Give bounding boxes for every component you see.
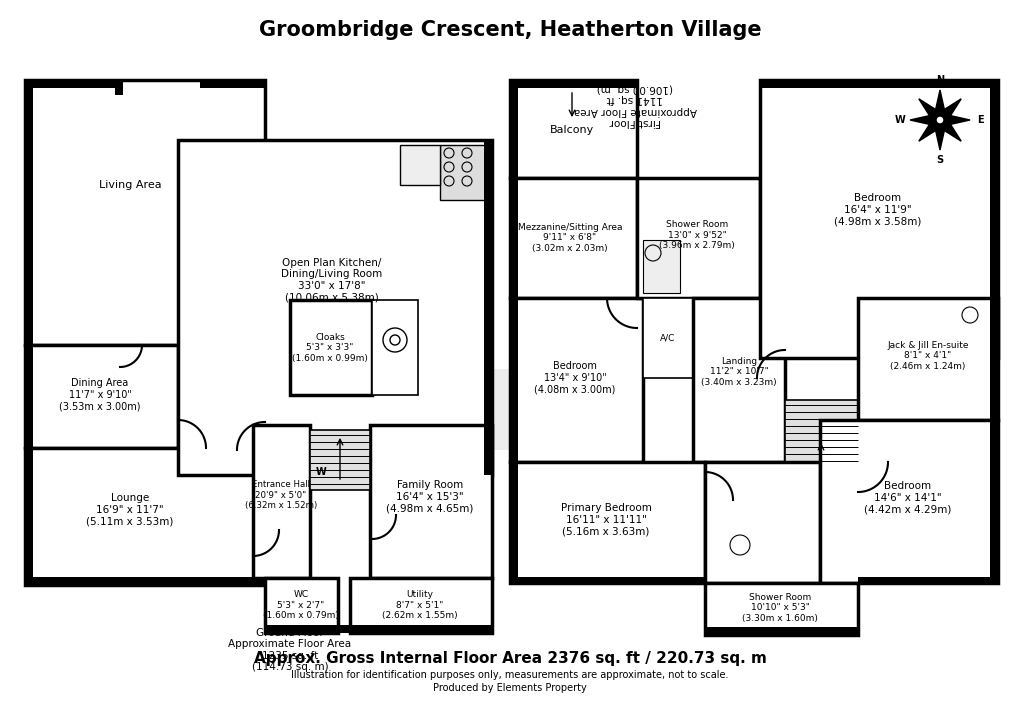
Polygon shape <box>909 90 969 150</box>
Text: Cloaks
5'3" x 3'3"
(1.60m x 0.99m): Cloaks 5'3" x 3'3" (1.60m x 0.99m) <box>291 333 368 363</box>
Text: E: E <box>976 115 982 125</box>
Bar <box>25 80 33 345</box>
Bar <box>289 300 372 395</box>
Bar <box>310 430 370 490</box>
Bar <box>25 448 265 585</box>
Text: Groombridge Crescent, Heatherton Village: Groombridge Crescent, Heatherton Village <box>259 20 760 40</box>
Text: Open Plan Kitchen/
Dining/Living Room
33'0" x 17'8"
(10.06m x 5.38m): Open Plan Kitchen/ Dining/Living Room 33… <box>281 258 382 302</box>
Bar <box>704 627 857 635</box>
Bar <box>370 425 491 578</box>
Text: Shower Room
13'0" x 9'52"
(3.96m x 2.79m): Shower Room 13'0" x 9'52" (3.96m x 2.79m… <box>658 220 734 250</box>
Bar <box>637 178 759 298</box>
Bar <box>253 425 310 578</box>
Text: Landing
11'2" x 10'7"
(3.40m x 3.23m): Landing 11'2" x 10'7" (3.40m x 3.23m) <box>700 357 776 387</box>
Bar <box>510 298 642 462</box>
Text: Ground Floor
Approximate Floor Area
1235 sq. ft
(114.73 sq. m): Ground Floor Approximate Floor Area 1235… <box>228 628 352 672</box>
Text: 3D: 3D <box>405 366 574 474</box>
Text: Balcony: Balcony <box>549 125 593 135</box>
Bar <box>510 80 518 583</box>
Bar <box>484 140 491 475</box>
Text: Dining Area
11'7" x 9'10"
(3.53m x 3.00m): Dining Area 11'7" x 9'10" (3.53m x 3.00m… <box>59 379 141 412</box>
Bar <box>178 140 491 475</box>
Bar <box>857 577 997 585</box>
Bar <box>510 80 637 178</box>
Text: Primary Bedroom
16'11" x 11'11"
(5.16m x 3.63m): Primary Bedroom 16'11" x 11'11" (5.16m x… <box>560 503 651 536</box>
Bar <box>510 178 637 298</box>
Bar <box>989 80 997 583</box>
Text: First Floor
Approximate Floor Area
1141 sq. ft
(106.00 sq. m): First Floor Approximate Floor Area 1141 … <box>573 83 696 127</box>
Bar <box>692 298 785 462</box>
Text: Shower Room
10'10" x 5'3"
(3.30m x 1.60m): Shower Room 10'10" x 5'3" (3.30m x 1.60m… <box>742 593 817 623</box>
Bar <box>25 345 178 448</box>
Text: Illustration for identification purposes only, measurements are approximate, not: Illustration for identification purposes… <box>291 670 728 680</box>
Bar <box>704 583 857 635</box>
Text: Lounge
16'9" x 11'7"
(5.11m x 3.53m): Lounge 16'9" x 11'7" (5.11m x 3.53m) <box>87 493 173 526</box>
Text: Bedroom
13'4" x 9'10"
(4.08m x 3.00m): Bedroom 13'4" x 9'10" (4.08m x 3.00m) <box>534 361 615 395</box>
Bar <box>265 578 337 633</box>
Bar <box>857 298 997 420</box>
Circle shape <box>935 116 943 124</box>
Bar <box>399 145 439 185</box>
Bar <box>510 462 704 583</box>
Bar <box>759 80 997 358</box>
Text: N: N <box>935 75 944 85</box>
Text: Mezzanine/Sitting Area
9'11" x 6'8"
(3.02m x 2.03m): Mezzanine/Sitting Area 9'11" x 6'8" (3.0… <box>518 223 622 253</box>
Bar <box>510 80 637 88</box>
Bar <box>265 625 491 633</box>
Bar <box>642 240 680 293</box>
Text: Produced by Elements Property: Produced by Elements Property <box>433 683 586 693</box>
Text: A/C: A/C <box>659 333 675 343</box>
Text: Approx. Gross Internal Floor Area 2376 sq. ft / 220.73 sq. m: Approx. Gross Internal Floor Area 2376 s… <box>254 650 765 665</box>
Bar <box>642 298 692 378</box>
Bar <box>785 400 857 472</box>
Text: WC
5'3" x 2'7"
(1.60m x 0.79m): WC 5'3" x 2'7" (1.60m x 0.79m) <box>263 590 338 620</box>
Bar <box>372 300 418 395</box>
Text: W: W <box>894 115 905 125</box>
Text: Bedroom
16'4" x 11'9"
(4.98m x 3.58m): Bedroom 16'4" x 11'9" (4.98m x 3.58m) <box>834 194 921 227</box>
Bar <box>200 80 265 88</box>
Bar <box>25 80 265 345</box>
Text: W: W <box>315 467 326 477</box>
Text: Utility
8'7" x 5'1"
(2.62m x 1.55m): Utility 8'7" x 5'1" (2.62m x 1.55m) <box>382 590 458 620</box>
Text: Family Room
16'4" x 15'3"
(4.98m x 4.65m): Family Room 16'4" x 15'3" (4.98m x 4.65m… <box>386 480 473 513</box>
Bar <box>253 577 265 585</box>
Bar <box>439 145 491 200</box>
Text: Living Area: Living Area <box>99 180 161 190</box>
Text: Bedroom
14'6" x 14'1"
(4.42m x 4.29m): Bedroom 14'6" x 14'1" (4.42m x 4.29m) <box>863 482 951 515</box>
Bar <box>115 80 123 95</box>
Bar <box>25 80 115 88</box>
Bar <box>25 577 265 585</box>
Text: S: S <box>935 155 943 165</box>
Bar <box>510 577 704 585</box>
Bar <box>350 578 491 633</box>
Text: Entrance Hall
20'9" x 5'0"
(6.32m x 1.52m): Entrance Hall 20'9" x 5'0" (6.32m x 1.52… <box>245 480 317 510</box>
Bar <box>25 345 33 585</box>
Circle shape <box>382 328 407 352</box>
Bar <box>759 80 997 88</box>
Text: Jack & Jill En-suite
8'1" x 4'1"
(2.46m x 1.24m): Jack & Jill En-suite 8'1" x 4'1" (2.46m … <box>887 341 968 371</box>
Circle shape <box>389 335 399 345</box>
Bar <box>819 420 997 583</box>
Bar <box>704 462 819 583</box>
